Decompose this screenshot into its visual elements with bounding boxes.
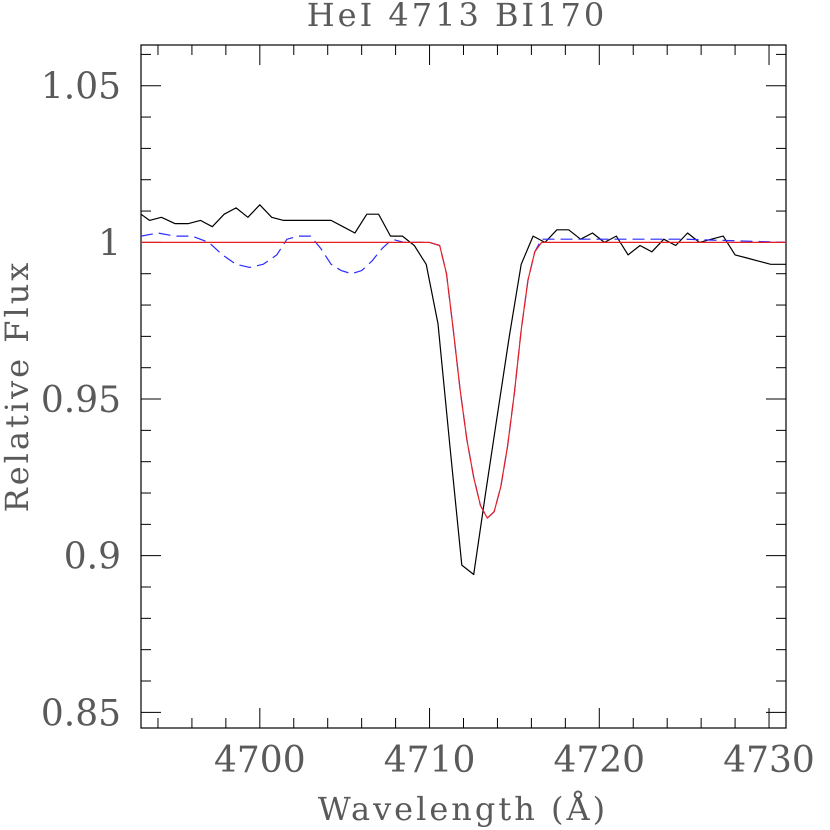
y-tick-label: 0.95 [41,380,121,421]
y-axis-label: Relative Flux [0,260,36,513]
y-tick-label: 0.9 [64,537,121,578]
x-tick-label: 4720 [553,740,645,781]
tick-labels: 4700 4710 4720 4730 0.85 0.9 0.95 1 1.05 [41,67,815,781]
series-line-2 [140,232,787,519]
axis-ticks [141,45,786,728]
plot-frame [140,44,787,729]
x-tick-label: 4730 [723,740,815,781]
chart-title: HeI 4713 BI170 [307,0,608,34]
x-tick-label: 4710 [384,740,476,781]
x-axis-label: Wavelength (Å) [318,790,608,828]
series-line-1 [140,204,786,576]
y-tick-label: 1.05 [41,67,121,108]
x-tick-label: 4700 [214,740,306,781]
y-tick-label: 1 [98,223,121,264]
y-tick-label: 0.85 [41,693,121,734]
data-series [140,204,787,576]
series-line-3 [141,241,786,519]
